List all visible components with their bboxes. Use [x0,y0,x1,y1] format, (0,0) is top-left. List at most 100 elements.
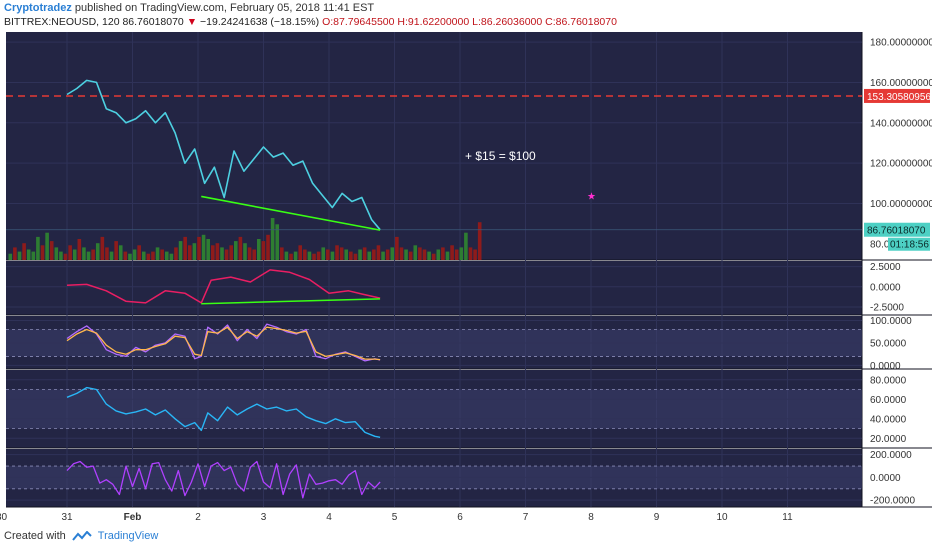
x-tick-label: 6 [457,512,463,523]
volume-bar [335,245,339,260]
volume-bar [100,236,105,260]
volume-bar [266,234,270,260]
volume-bar [215,243,220,260]
volume-bar [72,249,77,260]
volume-bar [86,251,91,260]
volume-bar [63,253,68,260]
price-annotation: + $15 = $100 [465,149,536,163]
macd-line [66,269,381,304]
volume-bar [8,253,13,260]
volume-bar [293,251,298,260]
volume-bar [418,247,422,260]
volume-bar [436,249,441,260]
volume-bar [473,249,477,260]
chart-canvas[interactable]: 180.00000000 160.00000000 140.00000000 120.… [0,30,932,526]
tradingview-link[interactable]: TradingView [97,530,159,542]
volume-bar [257,239,261,260]
volume-bar [123,251,128,260]
countdown-prefix-label: 80.0 [870,240,890,251]
y-tick-label: 140.00000000 [870,118,932,129]
down-arrow-icon: ▼ [186,16,198,28]
volume-bar [422,249,427,260]
countdown-tag [888,237,930,251]
volume-bar [362,247,367,260]
rsi-band [6,389,862,429]
volume-bar [118,245,123,260]
volume-bar [105,247,109,260]
volume-bar [408,251,413,260]
volume-bar [252,249,257,260]
volume-bar [353,253,358,260]
y-tick-label: 180.00000000 [870,38,932,49]
x-tick-label: 11 [782,512,793,523]
volume-bar [59,251,63,260]
volume-bar [275,224,280,260]
x-tick-label: 2 [195,512,201,523]
volume-bar [326,249,330,260]
x-tick-label: 5 [392,512,398,523]
volume-bar [303,249,307,260]
volume-bar [13,247,17,260]
volume-bar [431,253,436,260]
countdown-label: 01:18:56 [890,240,929,251]
volume-bar [132,249,137,260]
volume-bar [45,232,49,260]
volume-bar [367,251,372,260]
author-link[interactable]: Cryptotradez [4,2,72,14]
volume-bar [183,236,187,260]
x-tick-label: 9 [654,512,660,523]
x-tick-label: 7 [523,512,529,523]
open-value: O:87.79645500 [322,16,395,28]
y-tick-label: 60.0000 [870,395,907,406]
volume-bar [247,247,252,260]
volume-bar [36,236,40,260]
volume-bar [344,249,349,260]
rsi-line [66,386,381,438]
y-tick-label: 120.00000000 [870,159,932,170]
volume-bar [229,245,233,260]
volume-bar [114,241,118,260]
created-with-label: Created with [4,530,66,542]
y-tick-label: 200.0000 [870,450,912,461]
last-price-tag [864,222,930,237]
volume-bar [464,232,468,260]
y-tick-label: 50.0000 [870,338,907,349]
volume-bar [307,251,312,260]
y-tick-label: 2.5000 [870,262,901,273]
volume-bar [141,251,146,260]
close-value: C:86.76018070 [545,16,617,28]
high-value: H:91.62200000 [397,16,470,28]
volume-bar [390,247,395,260]
y-tick-label: 160.00000000 [870,78,932,89]
y-tick-label: 0.0000 [870,282,901,293]
volume-bar [187,245,192,260]
volume-bar [280,247,284,260]
stochastic-d-line [66,326,381,361]
volume-bar [82,247,86,260]
volume-bar [54,247,59,260]
symbol-label: BITTREX:NEOUSD, 120 [4,16,120,28]
volume-bar [210,245,215,260]
volume-bar [26,249,31,260]
y-tick-label: -200.0000 [870,496,915,507]
volume-bar [321,247,326,260]
volume-bar [376,245,381,260]
x-tick-label: 3 [261,512,267,523]
volume-bar [91,249,95,260]
x-tick-label: Feb [124,512,142,523]
volume-bar [146,253,151,260]
volume-bar [174,247,178,260]
volume-bar [178,241,183,260]
x-tick-label: 31 [61,512,73,523]
volume-bar [459,247,464,260]
volume-bar [395,236,399,260]
volume-bar [160,249,164,260]
price-trendline [201,195,381,231]
volume-bar [243,243,247,260]
footer: Created with TradingView [4,530,158,542]
price-line [66,79,381,231]
volume-bar [445,251,450,260]
volume-bar [349,251,353,260]
volume-bar [454,249,459,260]
volume-bar [40,245,45,260]
